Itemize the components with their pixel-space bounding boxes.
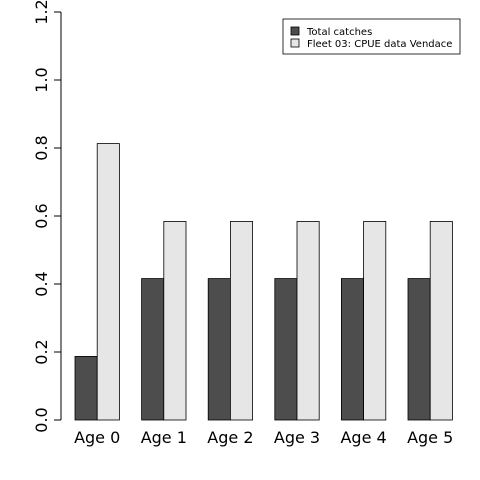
x-tick-label: Age 1 [141,428,187,447]
x-axis-labels: Age 0 Age 1 Age 2 Age 3 Age 4 Age 5 [74,428,453,447]
y-tick-label: 1.0 [32,67,51,92]
bar-total-catches-0 [74,356,98,421]
x-tick-label: Age 4 [340,428,386,447]
bar-total-catches-1 [141,278,165,421]
bar-fleet-03-0 [96,143,120,421]
y-tick-label: 0.0 [32,407,51,432]
legend-label-1: Fleet 03: CPUE data Vendace [307,39,452,50]
legend-box [282,18,461,55]
y-tick-label: 0.2 [32,339,51,364]
bars [74,143,453,421]
legend-swatch-1 [290,38,300,48]
x-tick-label: Age 2 [207,428,253,447]
y-tick-label: 1.2 [32,0,51,25]
x-tick-label: Age 0 [74,428,120,447]
bar-total-catches-4 [340,278,364,421]
bar-fleet-03-2 [229,221,253,421]
bar-total-catches-3 [274,278,298,421]
y-axis: 0.0 0.2 0.4 0.6 0.8 1.0 1.2 [32,0,62,433]
legend-label-0: Total catches [306,27,372,38]
bar-total-catches-5 [407,278,431,421]
bar-fleet-03-1 [163,221,187,421]
x-tick-label: Age 3 [274,428,320,447]
x-tick-label: Age 5 [407,428,453,447]
y-tick-label: 0.8 [32,135,51,160]
bar-fleet-03-3 [296,221,320,421]
bar-fleet-03-4 [363,221,387,421]
y-tick-label: 0.6 [32,203,51,228]
legend-swatch-0 [290,26,300,36]
bar-fleet-03-5 [429,221,453,421]
bar-total-catches-2 [207,278,231,421]
y-tick-label: 0.4 [32,271,51,296]
